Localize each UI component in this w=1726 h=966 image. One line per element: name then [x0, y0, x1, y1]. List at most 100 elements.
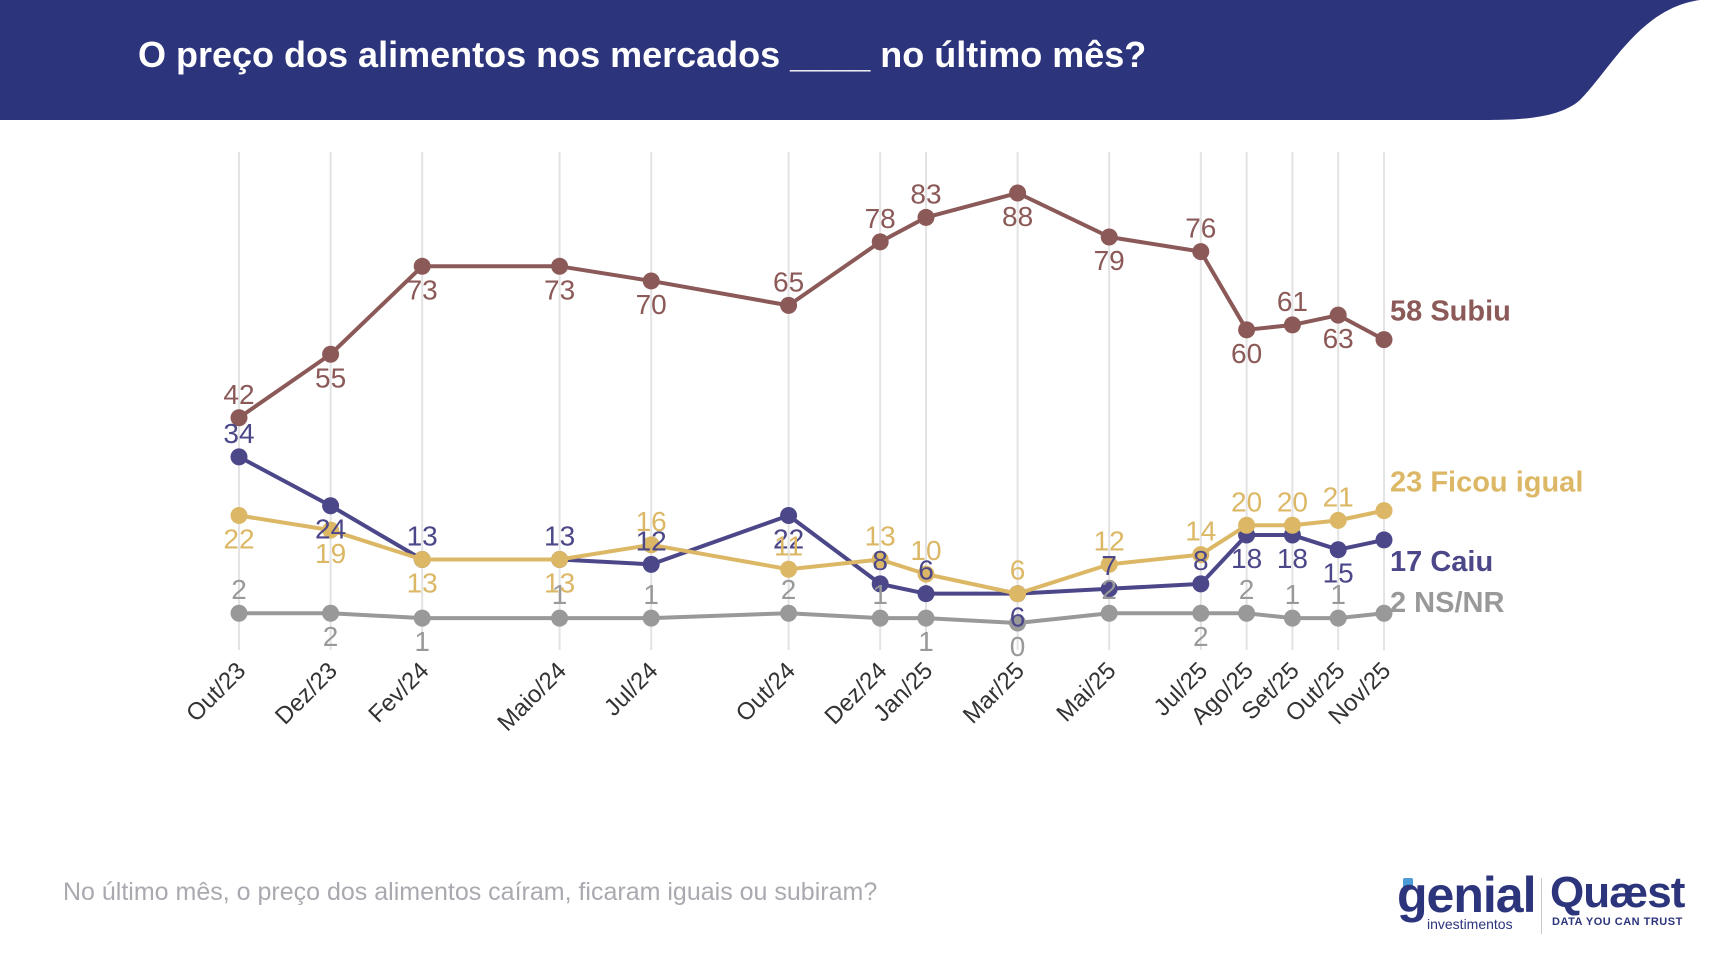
x-tick-label-fev-24: Fev/24: [363, 657, 434, 728]
data-label-caiu-mai-25: 7: [1101, 550, 1117, 581]
data-label-caiu-dez-24: 8: [872, 545, 888, 576]
data-point-ficou_igual-jul-24: [642, 536, 660, 554]
data-label-nsnr-ago-25: 2: [1239, 574, 1255, 605]
data-point-nsnr-out-25: [1329, 609, 1347, 627]
data-label-subiu-jul-25: 76: [1185, 213, 1216, 244]
data-point-caiu-out-24: [780, 507, 798, 524]
x-tick-label-dez-23: Dez/23: [270, 657, 343, 730]
data-point-subiu-mai-25: [1100, 228, 1118, 246]
data-point-subiu-mar-25: [1009, 184, 1027, 202]
data-point-ficou_igual-ago-25: [1238, 516, 1256, 534]
data-label-ficou_igual-mar-25: 6: [1010, 555, 1026, 586]
data-point-caiu-nov-25: [1375, 531, 1393, 549]
data-label-caiu-set-25: 18: [1277, 543, 1308, 574]
data-label-subiu-jul-24: 70: [636, 289, 667, 320]
data-point-ficou_igual-out-25: [1329, 511, 1347, 529]
data-point-subiu-out-25: [1329, 306, 1347, 324]
data-label-ficou_igual-jul-24: 16: [636, 506, 667, 537]
data-label-nsnr-dez-23: 2: [323, 621, 339, 652]
data-label-nsnr-jul-24: 1: [643, 579, 659, 610]
data-label-nsnr-set-25: 1: [1285, 579, 1301, 610]
data-label-nsnr-mar-25: 0: [1010, 631, 1026, 662]
x-tick-label-mai-25: Mai/25: [1051, 657, 1121, 727]
data-label-ficou_igual-out-24: 11: [774, 530, 803, 561]
data-label-caiu-out-25: 15: [1323, 558, 1354, 589]
data-label-nsnr-dez-24: 1: [872, 579, 888, 610]
page-title: O preço dos alimentos nos mercados ____ …: [138, 34, 1147, 75]
data-point-nsnr-dez-23: [322, 604, 340, 622]
data-point-subiu-out-23: [230, 409, 248, 427]
data-label-caiu-jul-25: 8: [1193, 545, 1209, 576]
data-point-subiu-set-25: [1283, 316, 1301, 334]
data-point-subiu-nov-25: [1375, 331, 1393, 349]
data-point-ficou_igual-out-24: [780, 560, 798, 578]
data-label-ficou_igual-out-25: 21: [1323, 481, 1354, 512]
data-point-subiu-out-24: [780, 296, 798, 314]
x-tick-label-maio-24: Maio/24: [492, 657, 571, 736]
data-point-caiu-jul-25: [1192, 575, 1210, 593]
data-label-subiu-set-25: 61: [1277, 286, 1308, 317]
data-label-ficou_igual-ago-25: 20: [1231, 486, 1262, 517]
quaest-logo: Quæst DATA YOU CAN TRUST: [1550, 868, 1720, 934]
data-label-caiu-maio-24: 13: [544, 520, 575, 551]
quaest-logo-subtext: DATA YOU CAN TRUST: [1552, 916, 1683, 928]
data-label-nsnr-fev-24: 1: [414, 626, 430, 657]
data-point-ficou_igual-mar-25: [1009, 585, 1027, 603]
data-label-subiu-dez-24: 78: [865, 203, 896, 234]
series-end-label-ficou_igual: 23 Ficou igual: [1390, 467, 1583, 499]
data-point-subiu-dez-24: [871, 233, 889, 251]
data-label-nsnr-maio-24: 1: [552, 579, 568, 610]
x-tick-label-mar-25: Mar/25: [958, 657, 1030, 729]
data-point-subiu-jul-25: [1192, 243, 1210, 261]
data-label-ficou_igual-fev-24: 13: [407, 567, 438, 598]
data-point-ficou_igual-mai-25: [1100, 555, 1118, 573]
data-point-caiu-jan-25: [917, 585, 935, 603]
data-label-nsnr-out-24: 2: [781, 574, 797, 605]
data-label-caiu-ago-25: 18: [1231, 543, 1262, 574]
data-point-subiu-fev-24: [413, 257, 431, 275]
header-shape: [0, 0, 1700, 120]
genial-logo-subtext: investimentos: [1427, 916, 1513, 932]
logo-divider: [1541, 878, 1542, 934]
data-label-ficou_igual-out-23: 22: [223, 524, 254, 555]
data-label-subiu-out-25: 63: [1323, 323, 1354, 354]
data-point-nsnr-ago-25: [1238, 604, 1256, 622]
series-end-label-caiu: 17 Caiu: [1390, 546, 1493, 578]
genial-logo: genial investimentos: [1393, 867, 1543, 934]
data-label-nsnr-jan-25: 1: [918, 626, 934, 657]
quaest-logo-text: Quæst: [1550, 868, 1685, 917]
data-label-caiu-out-23: 34: [223, 418, 254, 449]
data-point-ficou_igual-out-23: [230, 507, 248, 524]
data-point-ficou_igual-dez-24: [871, 550, 889, 568]
x-tick-label-out-24: Out/24: [731, 657, 801, 727]
data-point-caiu-dez-24: [871, 575, 889, 593]
data-point-subiu-jan-25: [917, 208, 935, 226]
data-point-caiu-dez-23: [322, 497, 340, 515]
data-point-ficou_igual-jul-25: [1192, 546, 1210, 564]
data-point-nsnr-jul-24: [642, 609, 660, 627]
data-label-subiu-maio-24: 73: [544, 274, 575, 305]
data-point-ficou_igual-dez-23: [322, 521, 340, 539]
data-point-subiu-maio-24: [551, 257, 569, 275]
data-label-subiu-mar-25: 88: [1002, 201, 1033, 232]
data-label-subiu-mai-25: 79: [1094, 245, 1125, 276]
series-end-label-nsnr: 2 NS/NR: [1390, 587, 1504, 619]
data-point-nsnr-out-23: [230, 604, 248, 622]
data-point-subiu-ago-25: [1238, 321, 1256, 339]
data-point-subiu-jul-24: [642, 272, 660, 290]
data-label-subiu-fev-24: 73: [407, 274, 438, 305]
data-point-caiu-out-23: [230, 448, 248, 466]
data-label-caiu-dez-23: 24: [315, 514, 346, 545]
data-point-nsnr-mar-25: [1009, 614, 1027, 632]
data-point-ficou_igual-fev-24: [413, 550, 431, 568]
data-label-subiu-dez-23: 55: [315, 362, 346, 393]
data-point-nsnr-mai-25: [1100, 604, 1118, 622]
data-label-subiu-out-23: 42: [223, 379, 254, 410]
data-label-nsnr-out-23: 2: [231, 574, 247, 605]
series-line-nsnr: [239, 611, 1385, 625]
data-label-caiu-mar-25: 6: [1010, 602, 1026, 633]
data-label-subiu-ago-25: 60: [1231, 338, 1262, 369]
data-label-ficou_igual-jul-25: 14: [1185, 516, 1216, 547]
data-label-ficou_igual-dez-24: 13: [865, 520, 896, 551]
